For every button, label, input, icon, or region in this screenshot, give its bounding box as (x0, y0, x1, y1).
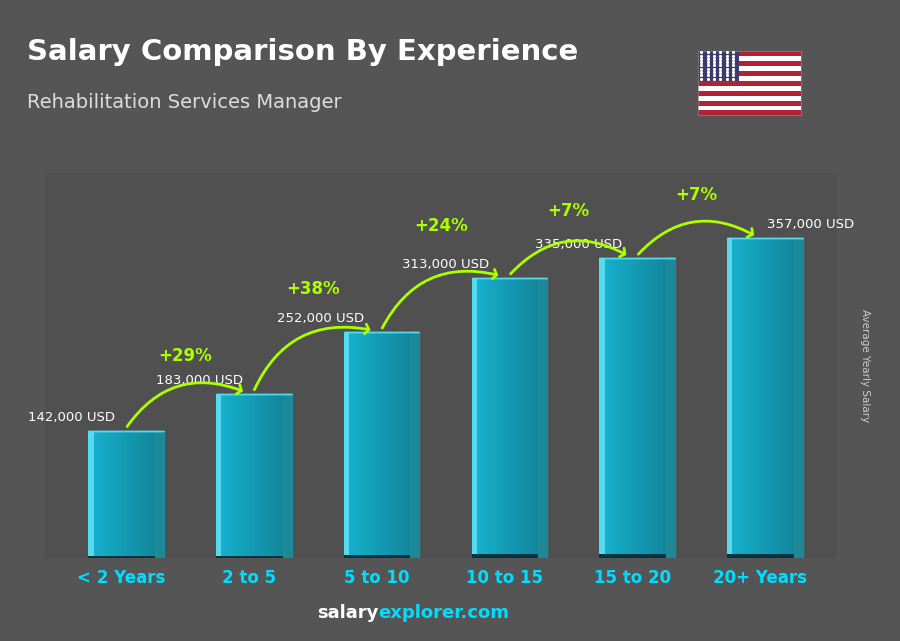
Bar (698, 110, 801, 115)
Text: 142,000 USD: 142,000 USD (28, 410, 115, 424)
Text: +24%: +24% (414, 217, 468, 235)
Text: 357,000 USD: 357,000 USD (767, 218, 854, 231)
Bar (599, 258, 605, 558)
Bar (698, 66, 801, 71)
Text: +7%: +7% (548, 202, 590, 220)
Bar (698, 71, 801, 76)
Polygon shape (666, 258, 675, 558)
Bar (698, 56, 801, 61)
Bar (698, 51, 801, 56)
Bar (698, 96, 801, 101)
Bar (698, 76, 801, 81)
Bar (472, 554, 538, 558)
Bar (698, 61, 801, 66)
Bar (599, 554, 666, 558)
Bar (727, 554, 794, 558)
Polygon shape (410, 332, 419, 558)
Text: 313,000 USD: 313,000 USD (402, 258, 490, 271)
Text: +29%: +29% (158, 347, 212, 365)
Text: 335,000 USD: 335,000 USD (536, 238, 623, 251)
Bar (472, 278, 477, 558)
Text: Rehabilitation Services Manager: Rehabilitation Services Manager (27, 93, 342, 112)
Text: +38%: +38% (286, 280, 340, 298)
Bar (698, 51, 739, 81)
Bar (344, 332, 349, 558)
Bar (698, 81, 801, 86)
Text: salary: salary (317, 604, 378, 622)
Bar (698, 86, 801, 91)
Bar (216, 556, 283, 558)
Bar (88, 556, 155, 558)
Text: 183,000 USD: 183,000 USD (156, 374, 243, 387)
Polygon shape (155, 431, 164, 558)
Bar (698, 91, 801, 96)
Bar (698, 101, 801, 106)
Polygon shape (283, 394, 292, 558)
Polygon shape (794, 238, 803, 558)
Bar (216, 394, 221, 558)
Polygon shape (538, 278, 547, 558)
Bar (727, 238, 733, 558)
Text: explorer.com: explorer.com (378, 604, 509, 622)
Text: Salary Comparison By Experience: Salary Comparison By Experience (27, 38, 578, 67)
Text: +7%: +7% (675, 187, 717, 204)
Bar (88, 431, 94, 558)
Bar (344, 555, 410, 558)
Text: Average Yearly Salary: Average Yearly Salary (860, 309, 869, 422)
Bar (698, 106, 801, 110)
Text: 252,000 USD: 252,000 USD (277, 312, 364, 325)
